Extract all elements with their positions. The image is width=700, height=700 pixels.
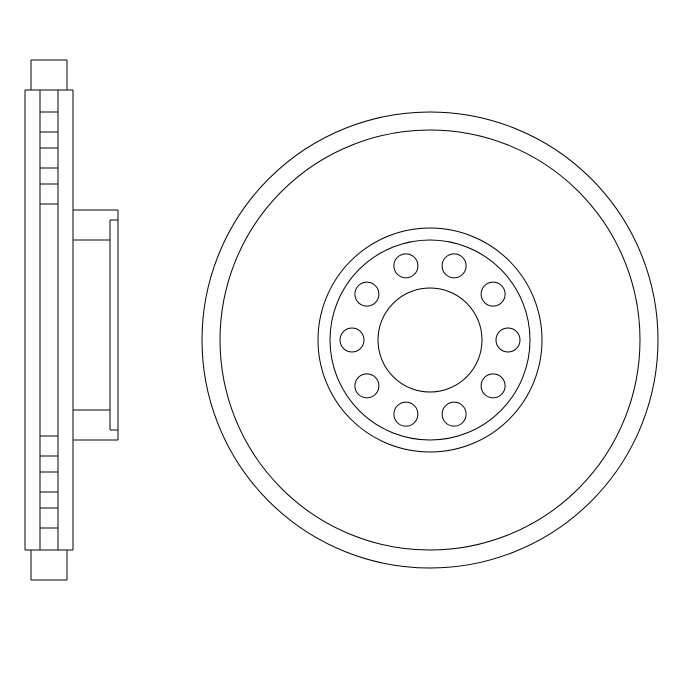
brake-rotor-diagram bbox=[0, 0, 700, 700]
